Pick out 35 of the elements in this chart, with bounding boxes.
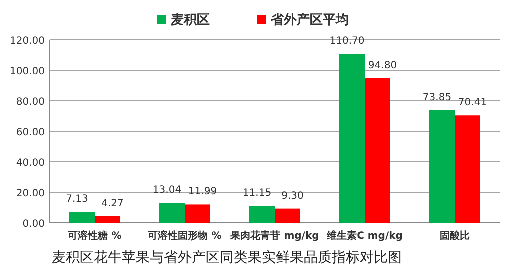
- y-tick-label: 80.00: [16, 97, 45, 108]
- bar: [430, 110, 455, 223]
- bar: [340, 54, 365, 223]
- text: 麦积区花牛苹果与省外产区同类果实鲜果品质指标对比图: [52, 250, 402, 266]
- y-tick-label: 60.00: [16, 128, 45, 138]
- x-tick-label: 固酸比: [440, 230, 470, 242]
- bar: [365, 78, 390, 223]
- bar: [160, 203, 185, 223]
- data-label: 9.30: [282, 190, 304, 202]
- bar: [250, 206, 275, 223]
- data-label: 7.13: [66, 194, 88, 206]
- x-tick-label: 维生素C mg/kg: [326, 230, 403, 242]
- bar: [185, 204, 210, 223]
- bar: [70, 212, 95, 223]
- data-label: 4.27: [102, 198, 124, 210]
- legend-label: 省外产区平均: [270, 12, 349, 28]
- data-label: 110.70: [330, 36, 365, 48]
- legend-label: 麦积区: [170, 13, 210, 28]
- bar: [95, 216, 120, 223]
- y-tick-label: 40.00: [16, 158, 45, 169]
- x-tick-label: 可溶性糖 %: [67, 230, 122, 242]
- bar: [275, 208, 300, 223]
- y-tick-label: 20.00: [16, 188, 45, 200]
- y-tick-label: 120.00: [10, 36, 45, 47]
- data-label: 73.85: [422, 92, 452, 104]
- data-label: 94.80: [368, 60, 398, 72]
- data-label: 11.15: [242, 188, 272, 199]
- data-label: 11.99: [188, 186, 218, 198]
- x-tick-label: 果肉花青苷 mg/kg: [230, 230, 320, 242]
- y-tick-label: 0.00: [22, 219, 45, 230]
- y-tick-label: 100.00: [10, 66, 45, 78]
- bar: [455, 116, 480, 223]
- data-label: 13.04: [152, 185, 182, 196]
- data-label: 70.41: [458, 98, 488, 109]
- x-tick-label: 可溶性固形物 %: [147, 230, 222, 242]
